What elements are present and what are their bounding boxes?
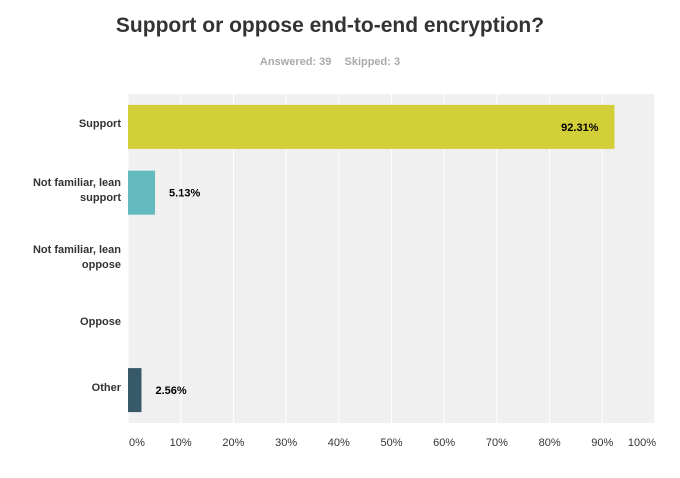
category-label-lean-oppose: Not familiar, lean oppose [32, 244, 121, 271]
response-stats: Answered: 39 Skipped: 3 [0, 56, 660, 68]
x-tick-label: 0% [129, 437, 145, 449]
category-label-support: Support [78, 118, 121, 130]
x-tick-label: 10% [170, 437, 192, 449]
bar [128, 368, 142, 413]
chart-title: Support or oppose end-to-end encryption? [115, 14, 545, 37]
value-label: 5.13% [169, 188, 200, 200]
answered-count: Answered: 39 [259, 56, 332, 68]
category-label-lean-support: Not familiar, lean support [32, 177, 121, 204]
x-tick-label: 30% [275, 437, 297, 449]
bars [128, 104, 615, 413]
x-tick-label: 100% [628, 437, 656, 449]
x-tick-label: 70% [486, 437, 508, 449]
bar [128, 104, 615, 149]
value-labels: 92.31% 5.13% 2.56% [155, 122, 598, 397]
x-tick-label: 60% [433, 437, 455, 449]
x-tick-label: 40% [328, 437, 350, 449]
category-label-other: Other [91, 382, 121, 394]
bar [128, 170, 156, 215]
value-label: 92.31% [561, 122, 599, 134]
x-tick-label: 80% [539, 437, 561, 449]
value-label: 2.56% [155, 385, 186, 397]
x-tick-label: 20% [222, 437, 244, 449]
category-label-oppose: Oppose [80, 316, 121, 328]
x-tick-labels: 0% 10% 20% 30% 40% 50% 60% 70% 80% 90% 100% [129, 437, 656, 449]
x-tick-label: 90% [591, 437, 613, 449]
skipped-count: Skipped: 3 [344, 56, 401, 68]
x-tick-label: 50% [380, 437, 402, 449]
